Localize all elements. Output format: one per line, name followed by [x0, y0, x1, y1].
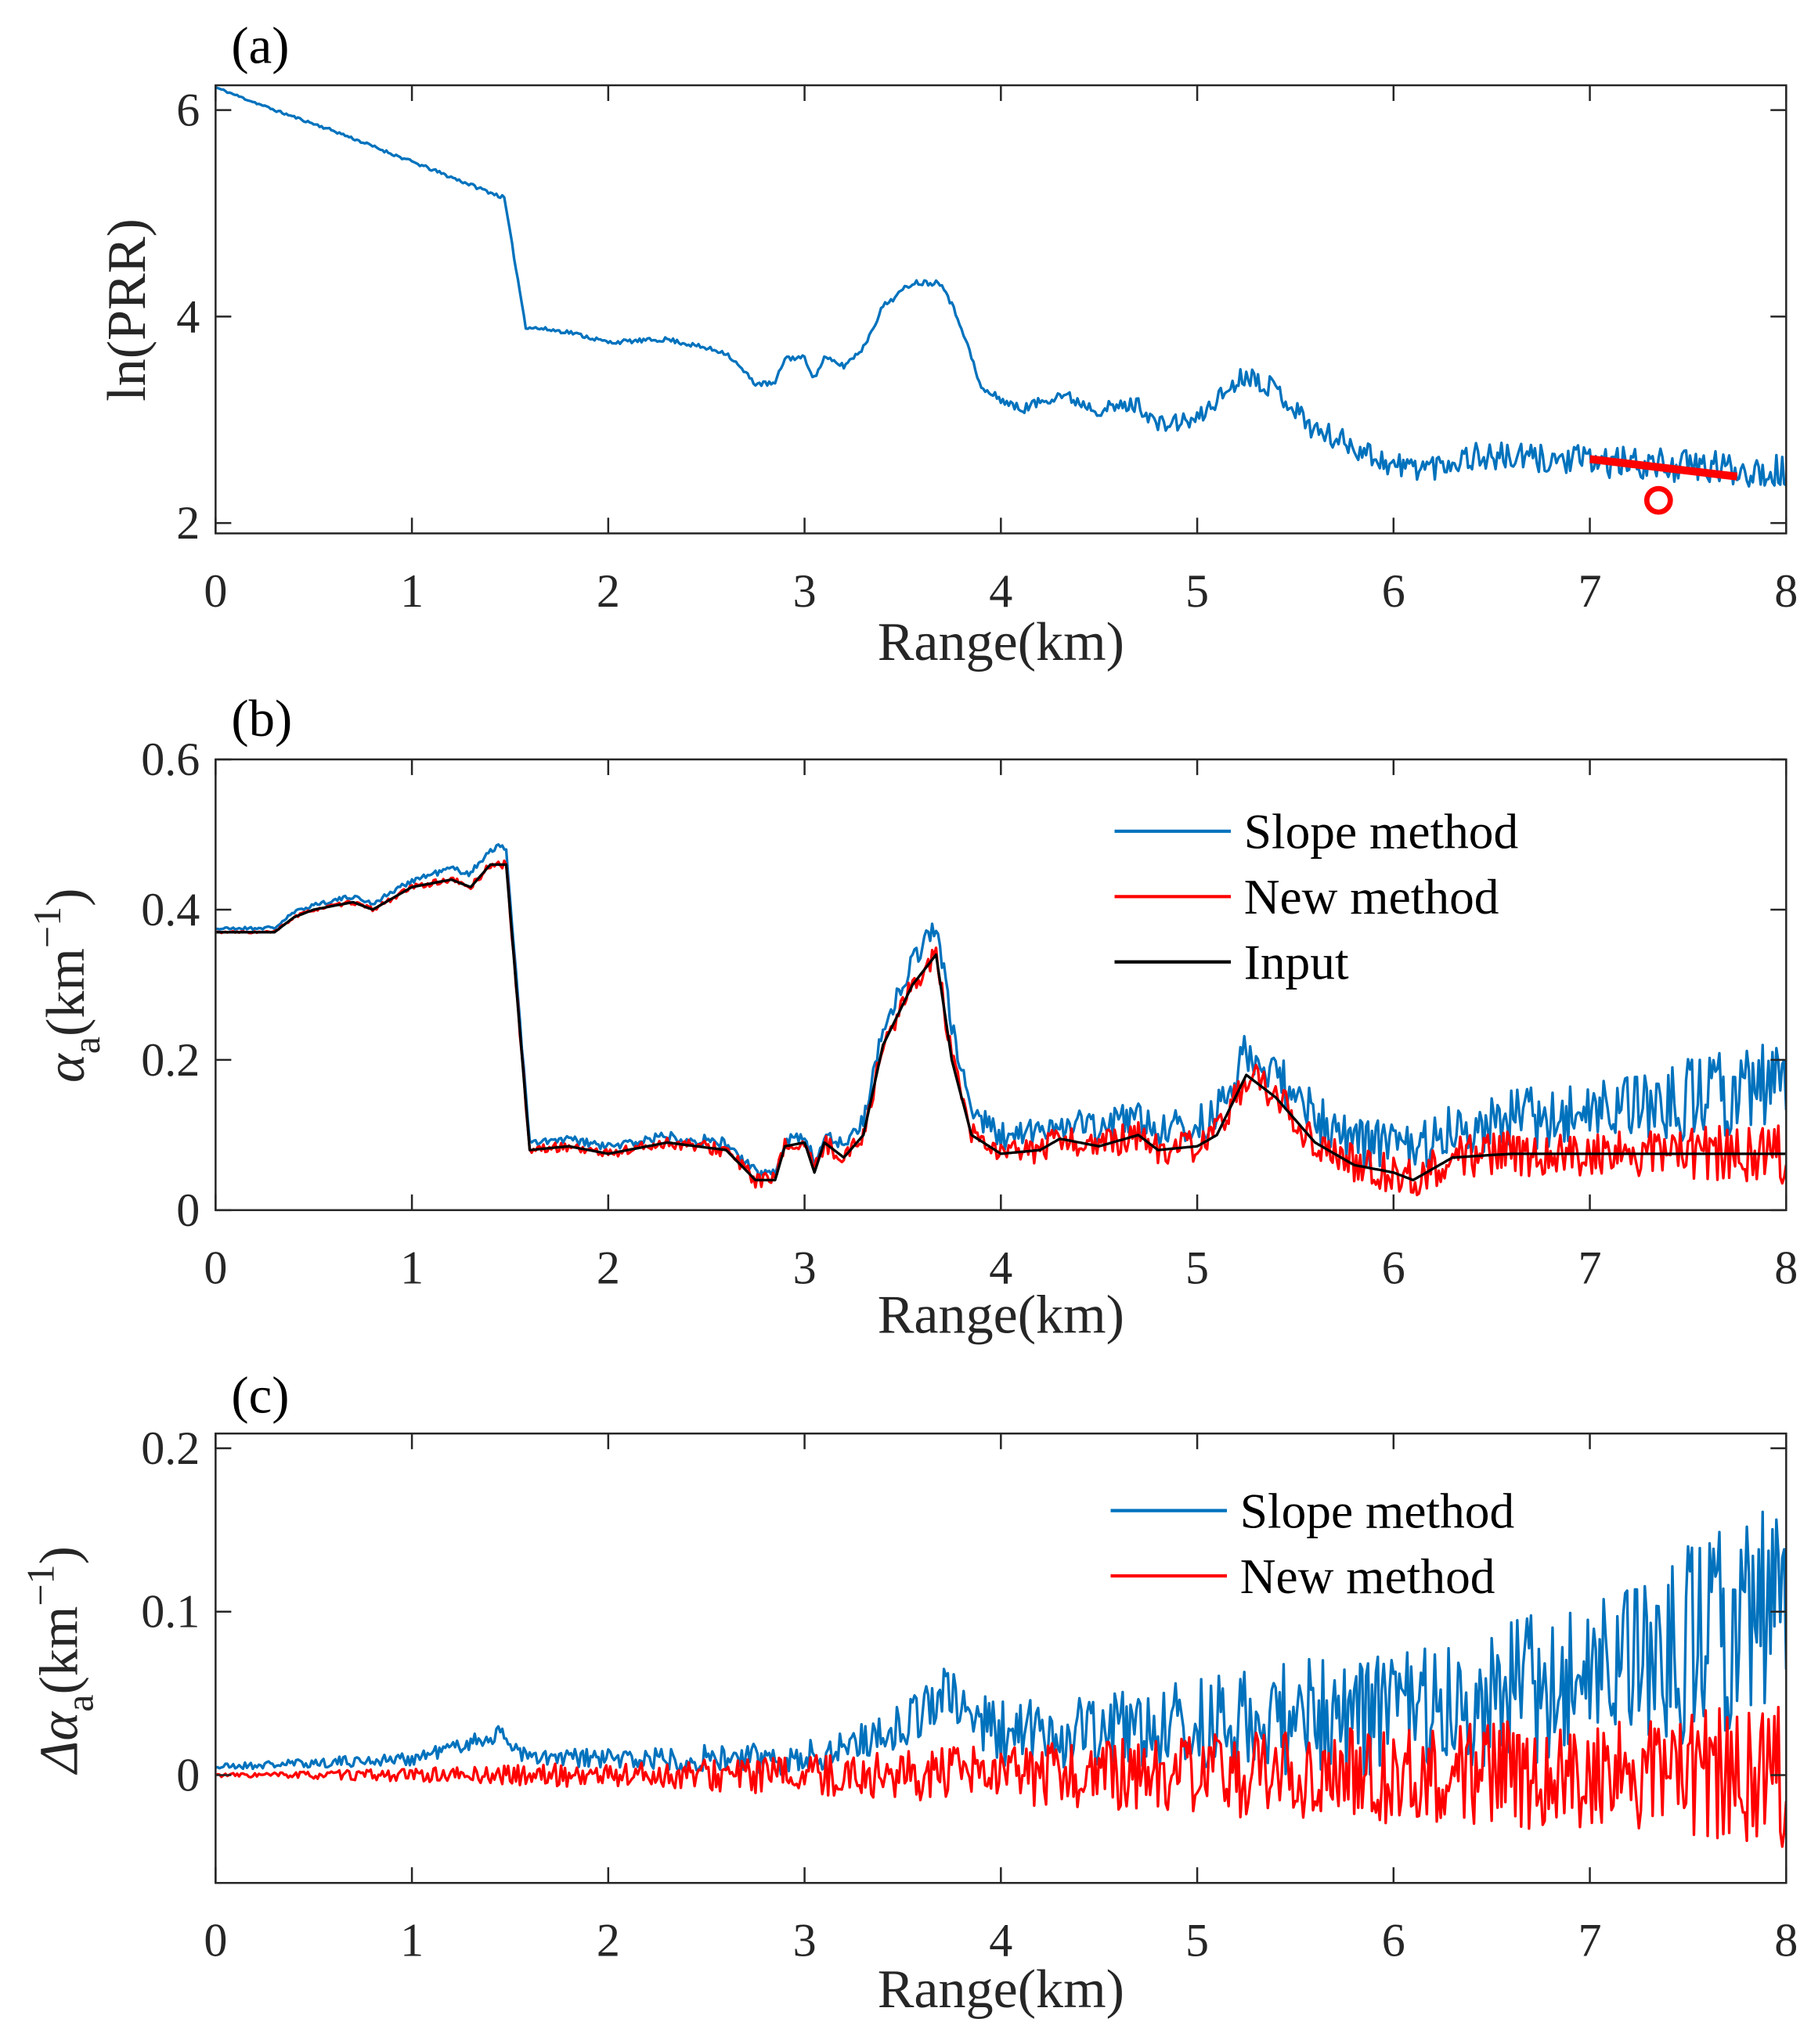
- x-tick-label: 7: [1578, 1914, 1602, 1966]
- plot-area: [215, 86, 1787, 515]
- legend-item: Slope method: [1114, 804, 1518, 860]
- legend-item: New method: [1114, 869, 1499, 925]
- legend-label: Input: [1244, 934, 1349, 990]
- legend-item: Input: [1114, 934, 1349, 990]
- panel-b: 0 1 2 3 4 5 6 7 8 0 0.2 0.4 0.6 Range(km) (b) αa(km−1) S…: [25, 690, 1798, 1346]
- x-tick-label: 5: [1185, 564, 1209, 617]
- y-label-ylabel-sup: −1: [25, 907, 69, 948]
- series-line-slope-method: [215, 843, 1787, 1181]
- y-label-ylabel-sub: a: [64, 1036, 108, 1054]
- x-tick-label: 6: [1382, 1914, 1405, 1966]
- x-tick-label: 3: [793, 564, 817, 617]
- y-tick-label: 0.2: [141, 1422, 200, 1474]
- x-axis-label: Range(km): [878, 1285, 1124, 1346]
- x-tick-label: 4: [989, 1914, 1012, 1966]
- panel-label: (a): [231, 18, 289, 75]
- y-tick-label: 2: [176, 496, 200, 549]
- plot-area: [215, 843, 1787, 1197]
- x-tick-label: 2: [597, 1914, 620, 1966]
- y-tick-label: 0.4: [141, 883, 200, 935]
- x-tick-label: 1: [400, 1241, 424, 1293]
- panel-c: 0 1 2 3 4 5 6 7 8 0 0.1 0.2 Range(km) (c) Δαa(km−1) Slo…: [18, 1367, 1798, 2019]
- legend-label: Slope method: [1244, 804, 1518, 860]
- x-tick-label: 0: [204, 1914, 227, 1966]
- circle-marker: [1643, 485, 1673, 515]
- legend-label: New method: [1240, 1548, 1495, 1604]
- panel-label: (b): [231, 690, 292, 748]
- legend-item: Slope method: [1110, 1483, 1514, 1538]
- y-tick-label: 0: [176, 1184, 200, 1236]
- x-tick-label: 4: [989, 1241, 1012, 1293]
- series-line-new-method: [215, 859, 1787, 1197]
- y-tick-label: 0.2: [141, 1033, 200, 1086]
- x-tick-label: 2: [597, 1241, 620, 1293]
- x-tick-label: 8: [1774, 564, 1798, 617]
- legend-label: New method: [1244, 869, 1499, 925]
- series-line-input: [215, 863, 1787, 1182]
- x-axis-label: Range(km): [878, 1959, 1124, 2020]
- y-axis-label: Δαa(km−1): [18, 1546, 101, 1775]
- y-tick-label: 0.1: [141, 1585, 200, 1638]
- y-label-ylabel-sup: −1: [18, 1564, 62, 1606]
- y-label-ylabel-unit: (km: [29, 1606, 89, 1695]
- y-tick-label: 4: [176, 290, 200, 342]
- series-line-slope-method: [215, 1510, 1787, 1776]
- x-tick-label: 8: [1774, 1241, 1798, 1293]
- x-tick-label: 5: [1185, 1914, 1209, 1966]
- y-label-ylabel-close: ): [36, 889, 96, 907]
- y-tick-label: 0.6: [141, 733, 200, 785]
- panel-label: (c): [231, 1367, 289, 1424]
- y-label-ylabel-sub: a: [57, 1695, 101, 1712]
- x-tick-label: 3: [793, 1241, 817, 1293]
- y-tick-label: 0: [176, 1749, 200, 1801]
- y-label-ylabel-close: ): [29, 1546, 89, 1564]
- x-tick-label: 0: [204, 564, 227, 617]
- x-tick-label: 6: [1382, 1241, 1405, 1293]
- x-tick-label: 0: [204, 1241, 227, 1293]
- y-label-ylabel: α: [36, 1053, 96, 1083]
- y-tick-label: 6: [176, 84, 200, 136]
- legend-item: New method: [1110, 1548, 1495, 1604]
- panel-a: 0 1 2 3 4 5 6 7 8 2 4 6 Range(km) (a) ln(PRR): [97, 18, 1798, 673]
- y-label-ylabel: Δα: [29, 1711, 89, 1775]
- x-axis-label: Range(km): [878, 612, 1124, 672]
- x-tick-label: 3: [793, 1914, 817, 1966]
- x-tick-label: 7: [1578, 1241, 1602, 1293]
- y-label-ylabel-unit: (km: [36, 948, 96, 1036]
- x-tick-label: 4: [989, 564, 1012, 617]
- x-tick-label: 6: [1382, 564, 1405, 617]
- plot-area: [215, 1510, 1787, 1848]
- y-axis-label: ln(PRR): [97, 218, 157, 402]
- series-line-ln-prr-: [215, 86, 1787, 488]
- x-tick-label: 1: [400, 1914, 424, 1966]
- legend-label: Slope method: [1240, 1483, 1514, 1538]
- x-tick-label: 7: [1578, 564, 1602, 617]
- x-tick-label: 8: [1774, 1914, 1798, 1966]
- series-line-new-method: [215, 1705, 1787, 1848]
- x-tick-label: 5: [1185, 1241, 1209, 1293]
- x-tick-label: 2: [597, 564, 620, 617]
- x-tick-label: 1: [400, 564, 424, 617]
- series-line-linear-fit: [1589, 455, 1738, 481]
- y-axis-label: αa(km−1): [25, 889, 108, 1083]
